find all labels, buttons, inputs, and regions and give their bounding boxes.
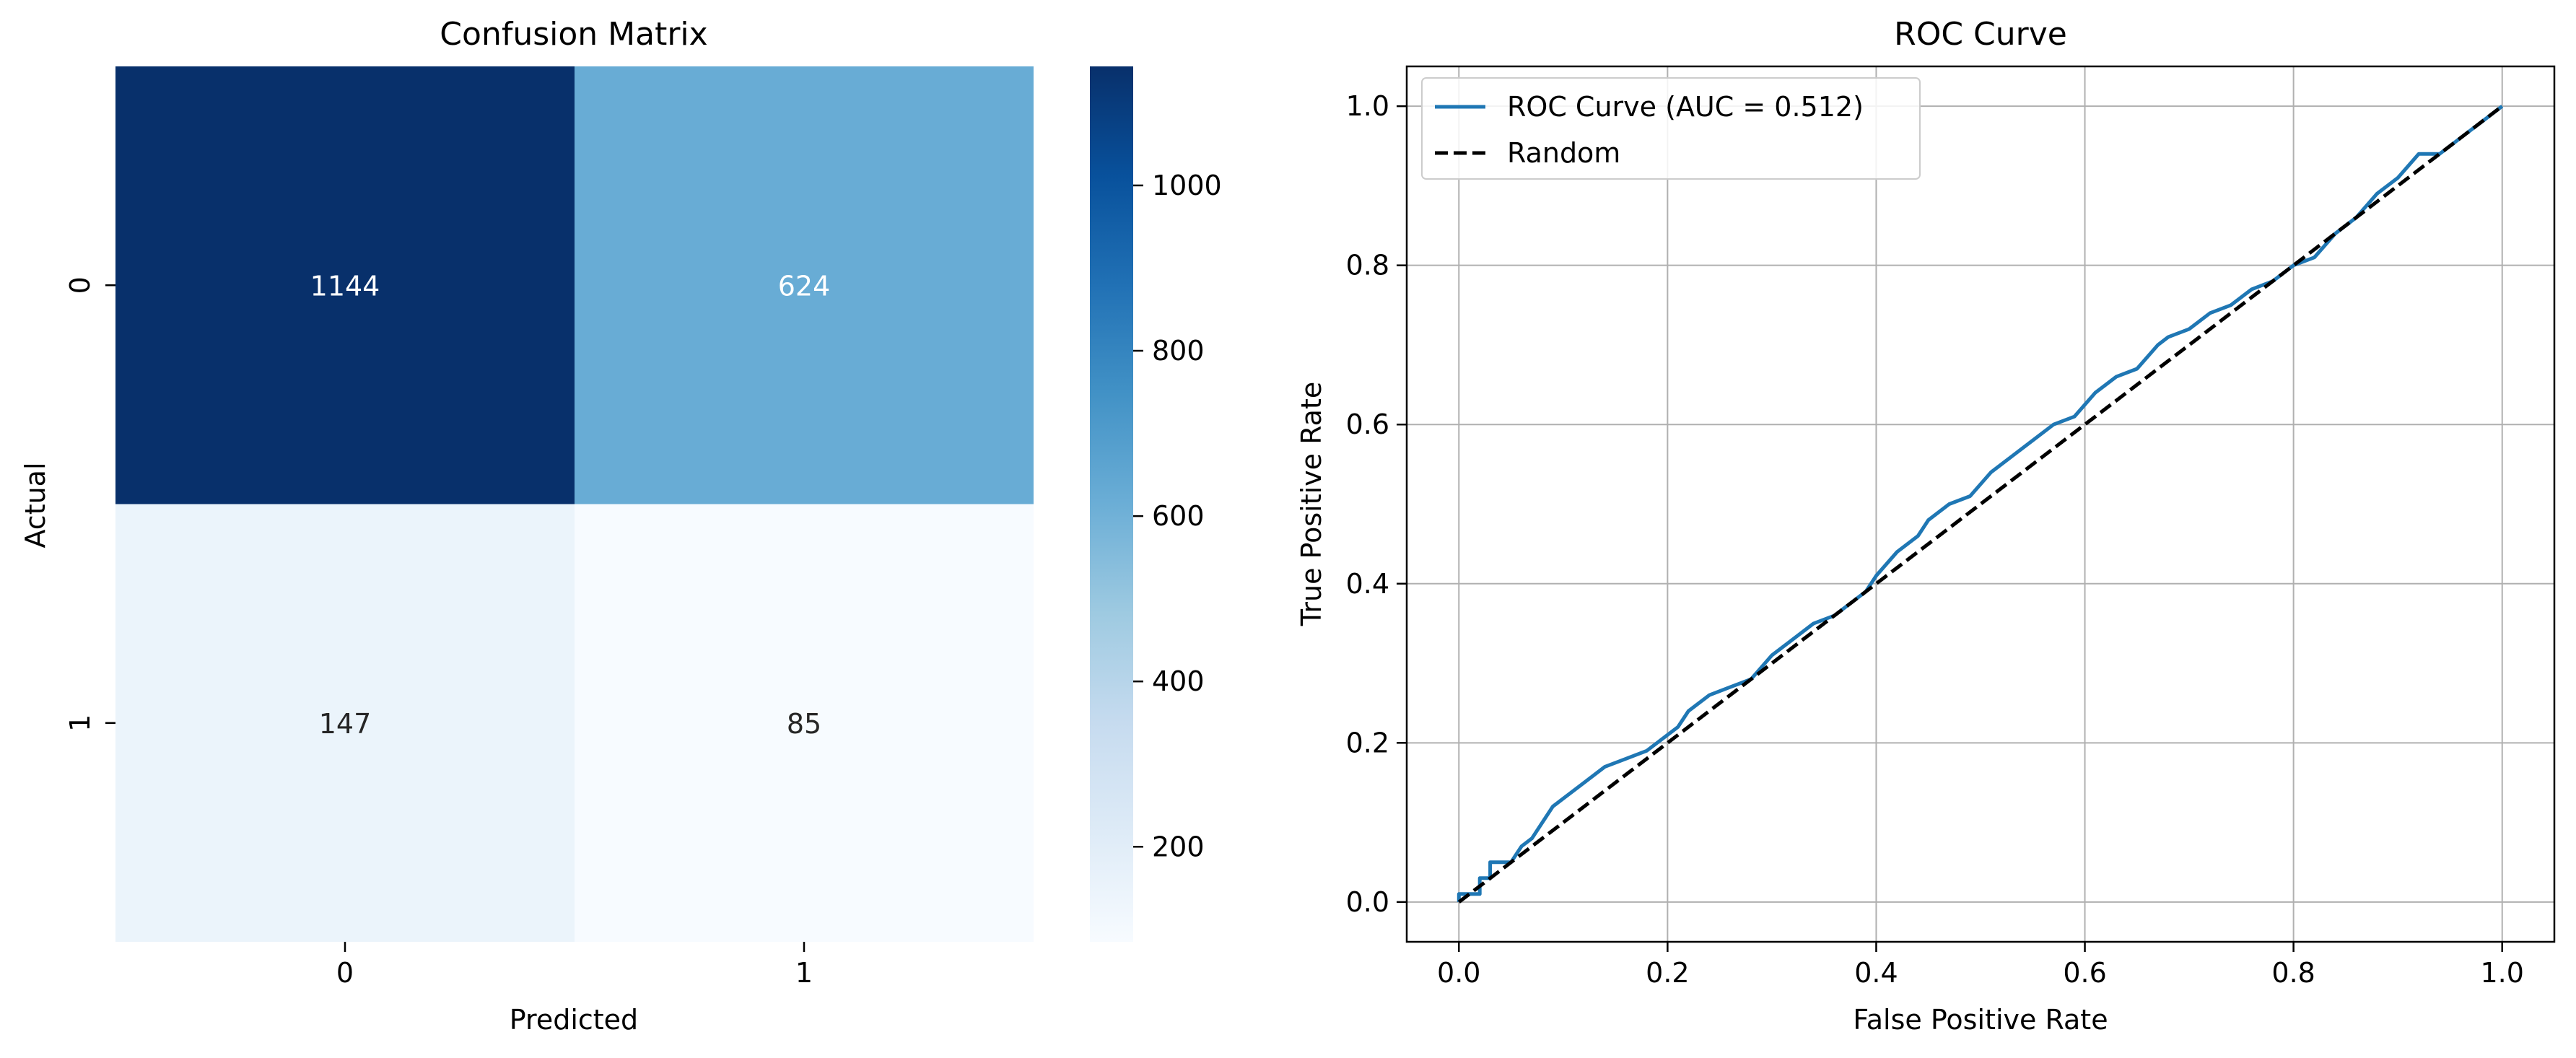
roc-y-tick-label: 0.0 [1346, 886, 1389, 918]
roc-y-ticks: 0.0 0.2 0.4 0.6 0.8 1.0 [1346, 90, 1407, 918]
roc-y-tick-label: 0.6 [1346, 408, 1389, 440]
colorbar [1090, 66, 1133, 942]
heatmap-cell-value: 147 [319, 708, 372, 740]
roc-x-tick-label: 0.8 [2271, 957, 2315, 989]
heatmap-y-ticks: 01 [64, 276, 115, 732]
roc-y-axis-label: True Positive Rate [1296, 382, 1327, 627]
heatmap-cell [575, 66, 1034, 504]
roc-grid [1407, 66, 2554, 942]
random-baseline-line [1457, 105, 2504, 904]
heatmap-annotations: 1144 624 147 85 [310, 270, 831, 740]
colorbar-tick-label: 1000 [1152, 170, 1222, 201]
colorbar-tick-label: 400 [1152, 665, 1205, 697]
roc-x-axis-label: False Positive Rate [1853, 1004, 2108, 1036]
roc-curve-line [1457, 105, 2504, 902]
heatmap-cell-value: 85 [787, 708, 821, 740]
heatmap-cell [115, 66, 575, 504]
roc-y-tick-label: 0.2 [1346, 727, 1389, 758]
colorbar-tick-label: 200 [1152, 831, 1205, 862]
roc-axes-frame [1405, 65, 2556, 943]
heatmap-cell [115, 504, 575, 942]
roc-x-ticks: 0.0 0.2 0.4 0.6 0.8 1.0 [1437, 942, 2524, 989]
roc-panel: ROC Curve 0.0 0.2 0.4 0.6 0.8 1.0 0.00.20.40.… [1296, 16, 2556, 1036]
heatmap-x-tick-label: 1 [795, 957, 813, 989]
legend-label: ROC Curve (AUC = 0.512) [1507, 91, 1864, 123]
heatmap-y-tick-label: 0 [64, 276, 96, 294]
colorbar-tick-label: 800 [1152, 335, 1205, 367]
roc-x-tick-label: 0.2 [1646, 957, 1689, 989]
colorbar-ticks: 200 400 600 800 1000 [1133, 170, 1222, 862]
heatmap-title: Confusion Matrix [440, 16, 707, 53]
roc-y-tick-label: 1.0 [1346, 90, 1389, 122]
heatmap-x-tick-label: 0 [336, 957, 354, 989]
heatmap-cell [575, 504, 1034, 942]
heatmap-y-axis-label: Actual [19, 462, 51, 548]
heatmap-cell-value: 1144 [310, 270, 380, 302]
roc-legend: ROC Curve (AUC = 0.512) Random [1421, 77, 1921, 180]
heatmap-cell-value: 624 [778, 270, 831, 302]
roc-x-tick-label: 0.0 [1437, 957, 1480, 989]
roc-x-tick-label: 0.4 [1854, 957, 1898, 989]
heatmap-cells [115, 66, 1034, 942]
roc-x-tick-label: 0.6 [2063, 957, 2106, 989]
roc-y-tick-label: 0.4 [1346, 568, 1389, 600]
legend-label: Random [1507, 137, 1620, 169]
roc-series [1457, 105, 2504, 904]
roc-y-tick-label: 0.8 [1346, 250, 1389, 281]
roc-x-tick-label: 1.0 [2481, 957, 2524, 989]
heatmap-x-axis-label: Predicted [510, 1004, 638, 1036]
colorbar-tick-label: 600 [1152, 500, 1205, 532]
roc-title: ROC Curve [1894, 16, 2067, 53]
heatmap-y-tick-label: 1 [64, 714, 96, 732]
legend-box [1421, 77, 1921, 180]
